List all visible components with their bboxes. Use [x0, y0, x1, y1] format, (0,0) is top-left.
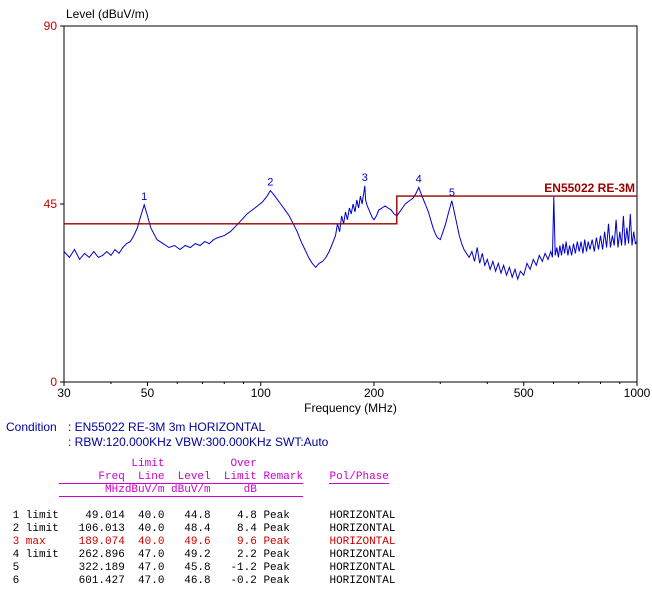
table-header-top: Limit Over	[6, 458, 652, 471]
limit-line	[64, 195, 637, 225]
condition-block: Condition : EN55022 RE-3M 3m HORIZONTAL :…	[6, 420, 652, 450]
row-values: 49.014 40.0 44.8 4.8 Peak	[58, 510, 304, 522]
condition-line-1: Condition : EN55022 RE-3M 3m HORIZONTAL	[6, 420, 652, 435]
row-values: 322.189 47.0 45.8 -1.2 Peak	[58, 562, 304, 574]
y-tick-label: 90	[44, 19, 58, 33]
condition-line-2: : RBW:120.000KHz VBW:300.000KHz SWT:Auto	[6, 435, 652, 450]
condition-value-2: : RBW:120.000KHz VBW:300.000KHz SWT:Auto	[68, 435, 329, 449]
table-row-6: 6 601.427 47.0 46.8 -0.2 Peak HORIZONTAL	[6, 575, 652, 588]
row-label: 5	[6, 562, 59, 574]
table-row-1: 1 limit 49.014 40.0 44.8 4.8 Peak HORIZO…	[6, 510, 652, 523]
row-pol: HORIZONTAL	[329, 575, 396, 587]
column-gap	[303, 575, 329, 587]
row-pol: HORIZONTAL	[329, 523, 396, 535]
row-label	[6, 484, 59, 496]
x-tick-label: 1000	[624, 386, 651, 400]
row-label: 1 limit	[6, 510, 59, 522]
row-values: 601.427 47.0 46.8 -0.2 Peak	[58, 575, 304, 587]
y-axis-title: Level (dBuV/m)	[66, 7, 149, 21]
measurement-trace	[63, 185, 638, 281]
x-tick-label: 50	[141, 386, 155, 400]
column-gap	[303, 458, 329, 470]
column-gap	[303, 510, 329, 522]
condition-label: Condition	[6, 420, 57, 434]
row-values: 262.896 47.0 49.2 2.2 Peak	[58, 549, 304, 561]
column-gap	[303, 549, 329, 561]
table-units: MHzdBuV/m dBuV/m dB	[6, 484, 652, 497]
peak-marker-1: 1	[141, 191, 147, 203]
row-label	[6, 458, 59, 470]
plot-frame	[63, 25, 638, 383]
peak-marker-4: 4	[416, 173, 422, 185]
table-row-2: 2 limit 106.013 40.0 48.4 8.4 Peak HORIZ…	[6, 523, 652, 536]
condition-value-1: : EN55022 RE-3M 3m HORIZONTAL	[68, 420, 266, 434]
row-label: 2 limit	[6, 523, 59, 535]
row-label: 6	[6, 575, 59, 587]
y-tick-label: 45	[44, 197, 58, 211]
peak-marker-5: 5	[449, 187, 455, 199]
row-pol: HORIZONTAL	[329, 536, 396, 548]
x-axis-title: Frequency (MHz)	[304, 401, 397, 415]
row-label: 4 limit	[6, 549, 59, 561]
column-gap	[303, 484, 329, 496]
row-values: Limit Over	[58, 458, 304, 470]
peak-marker-3: 3	[362, 172, 368, 184]
row-pol: Pol/Phase	[329, 471, 389, 484]
table-row-5: 5 322.189 47.0 45.8 -1.2 Peak HORIZONTAL	[6, 562, 652, 575]
x-tick-label: 30	[57, 386, 71, 400]
measurement-table: Limit Over Freq Line Level Limit Remark …	[6, 458, 652, 588]
table-row-4: 4 limit 262.896 47.0 49.2 2.2 Peak HORIZ…	[6, 549, 652, 562]
x-tick-label: 200	[364, 386, 384, 400]
row-values: 189.074 40.0 49.6 9.6 Peak	[58, 536, 304, 548]
limit-line-label: EN55022 RE-3M	[544, 181, 635, 195]
column-gap	[303, 523, 329, 535]
row-pol: HORIZONTAL	[329, 549, 396, 561]
row-label	[6, 471, 59, 483]
column-gap	[303, 471, 329, 483]
column-gap	[303, 562, 329, 574]
row-pol: HORIZONTAL	[329, 510, 396, 522]
row-pol: HORIZONTAL	[329, 562, 396, 574]
x-tick-label: 500	[514, 386, 534, 400]
row-values: Freq Line Level Limit Remark	[58, 471, 304, 484]
table-row-3: 3 max 189.074 40.0 49.6 9.6 Peak HORIZON…	[6, 536, 652, 549]
column-gap	[303, 536, 329, 548]
table-spacer	[6, 497, 652, 510]
row-values: 106.013 40.0 48.4 8.4 Peak	[58, 523, 304, 535]
y-tick-label: 0	[50, 375, 57, 389]
x-tick-label: 100	[251, 386, 271, 400]
row-values: MHzdBuV/m dBuV/m dB	[58, 484, 304, 497]
table-header: Freq Line Level Limit Remark Pol/Phase	[6, 471, 652, 484]
row-label: 3 max	[6, 536, 59, 548]
peak-marker-2: 2	[267, 177, 273, 189]
